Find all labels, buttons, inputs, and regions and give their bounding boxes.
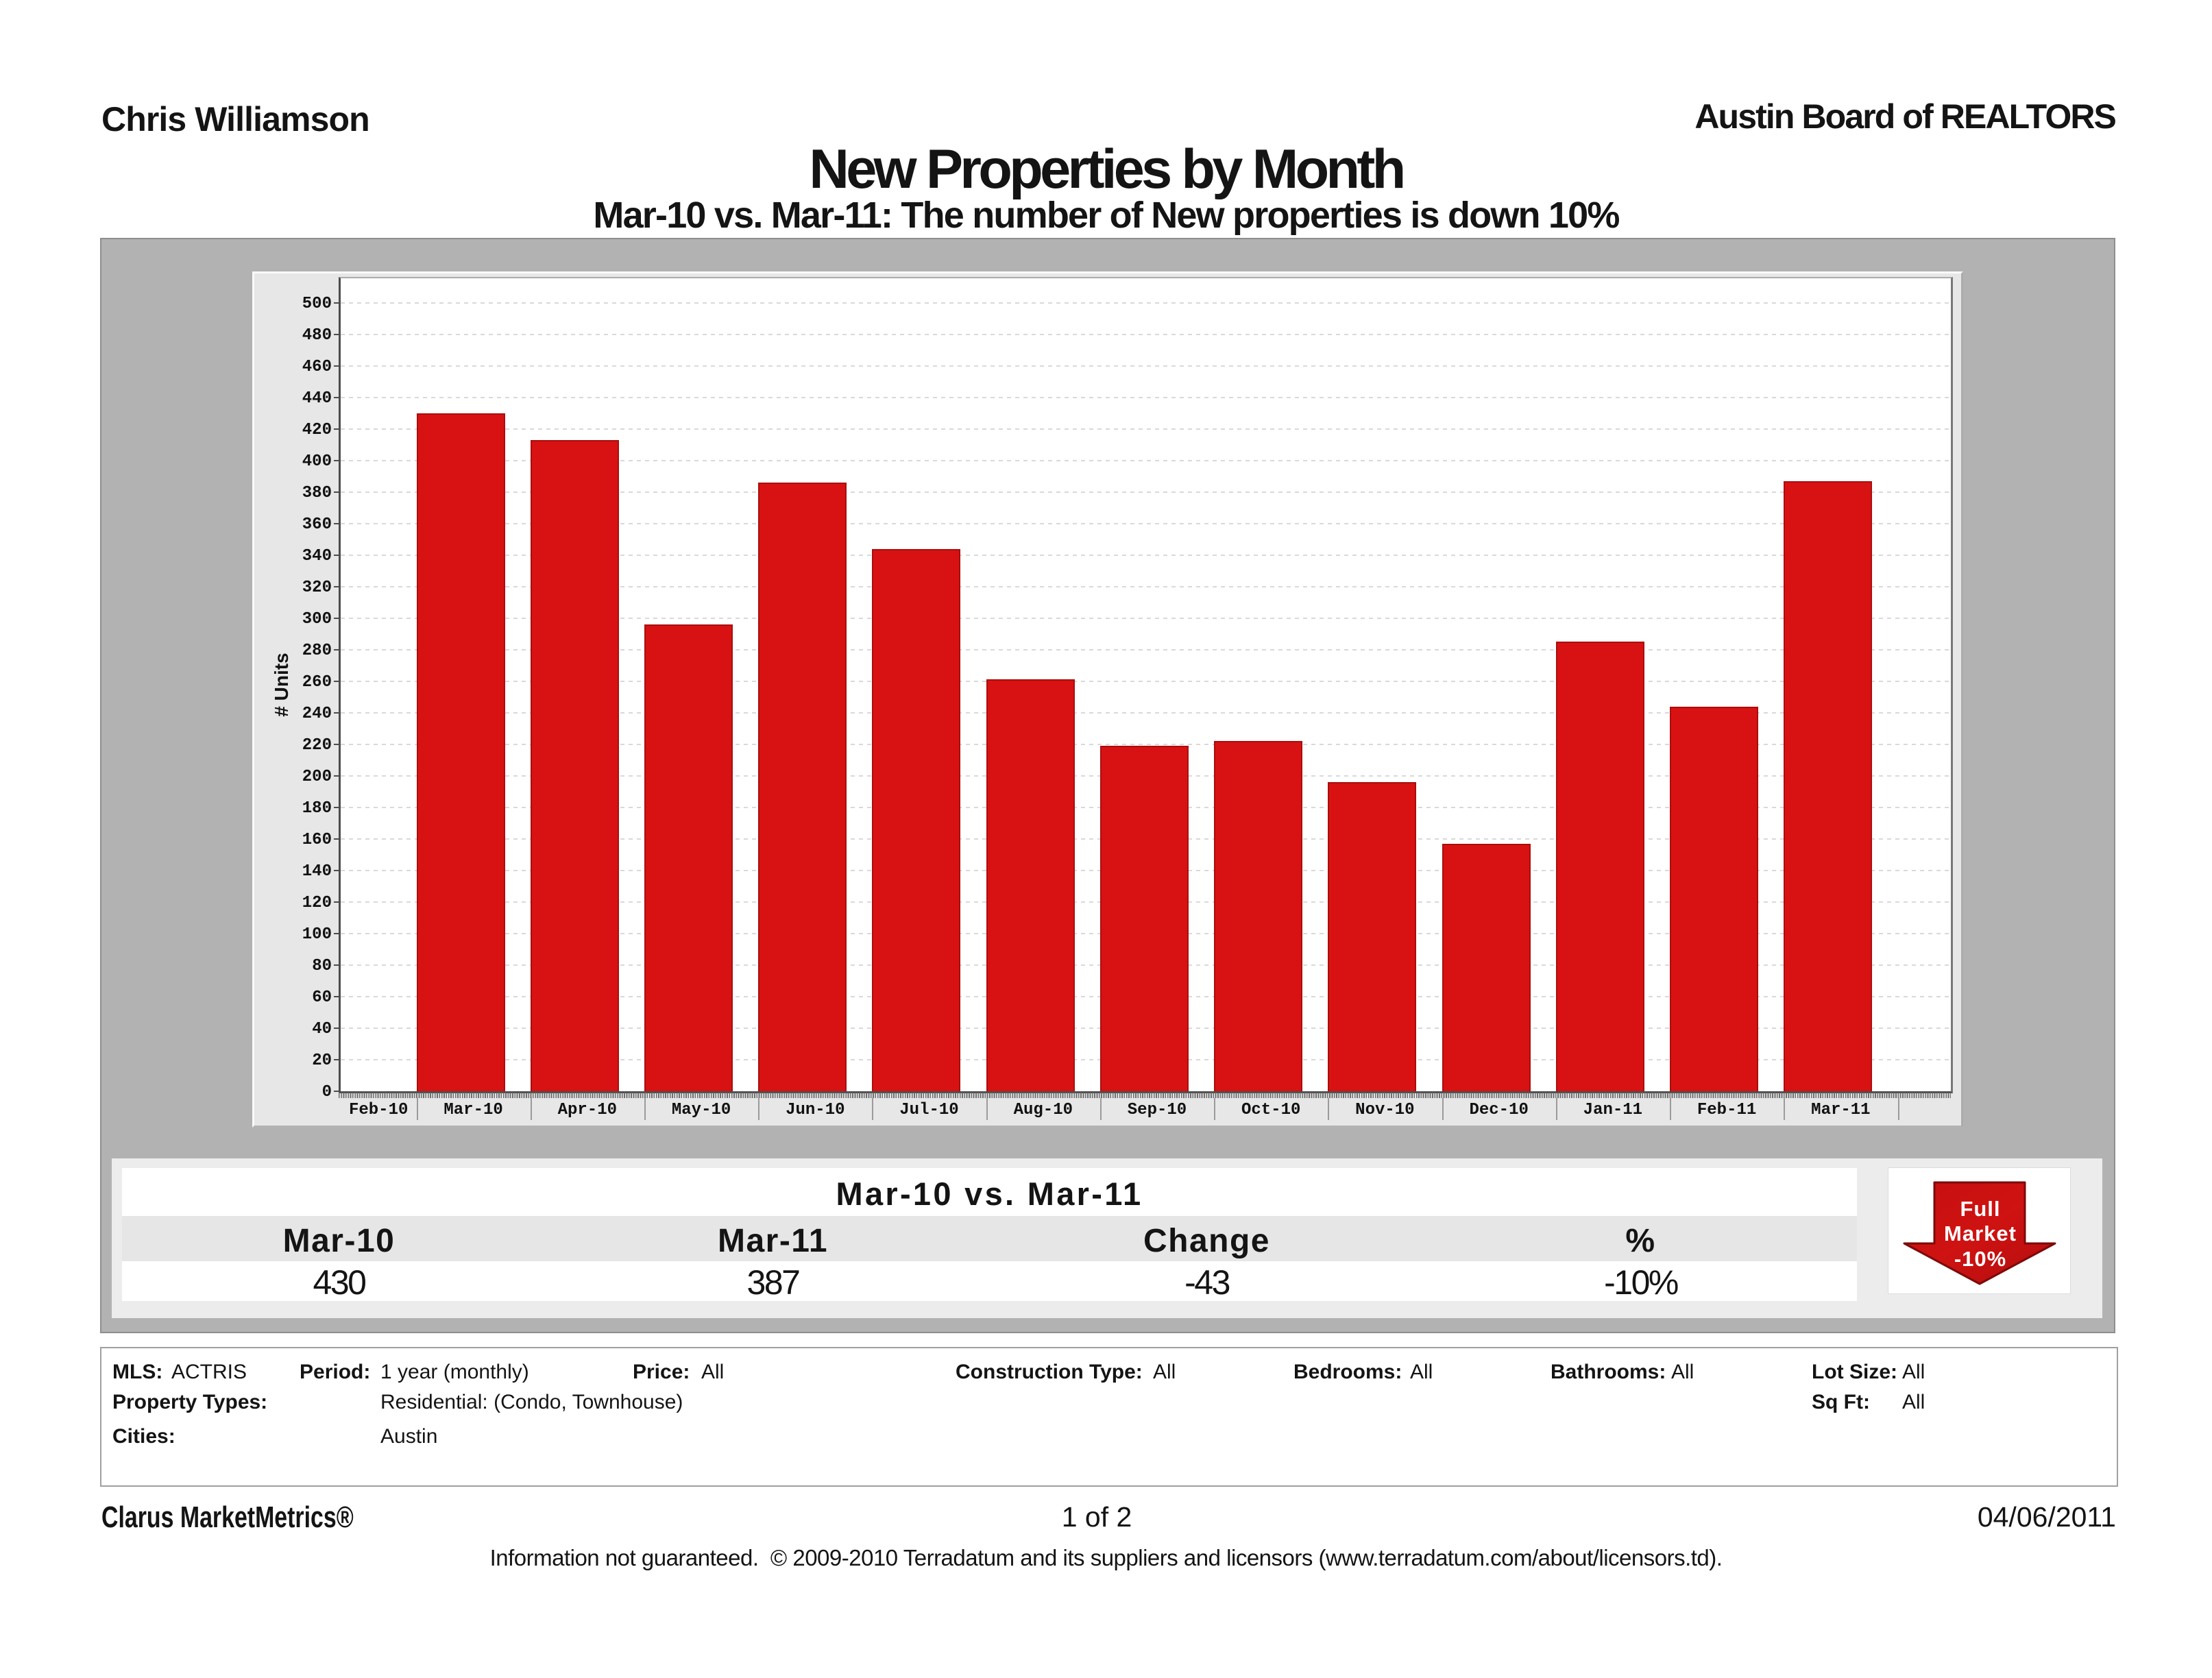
svg-text:Full: Full bbox=[1960, 1197, 2000, 1221]
svg-text:Market: Market bbox=[1944, 1221, 2017, 1245]
svg-text:-10%: -10% bbox=[1954, 1247, 2006, 1271]
